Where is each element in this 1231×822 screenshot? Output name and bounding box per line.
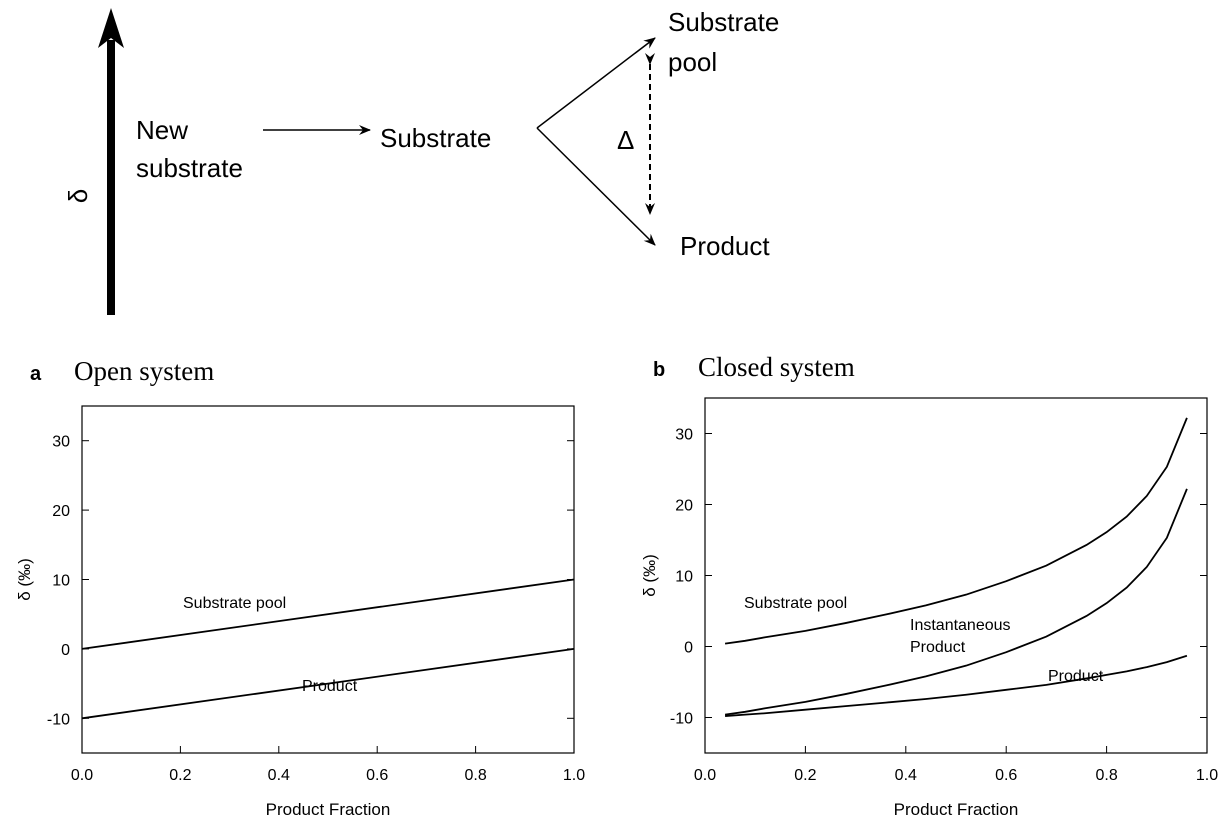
x-tick-label: 0.2 <box>794 767 816 784</box>
series-line <box>724 488 1188 716</box>
y-axis-label: δ (‰) <box>15 558 34 601</box>
y-tick-label: 0 <box>684 640 693 657</box>
annotation: Instantaneous <box>910 617 1011 634</box>
annotation: Substrate pool <box>183 595 286 612</box>
chart-title: Closed system <box>698 352 855 382</box>
node-label: New <box>136 115 188 145</box>
panel-label: b <box>653 359 665 381</box>
y-axis-label: δ (‰) <box>640 554 659 597</box>
series-line <box>724 417 1188 645</box>
x-tick-label: 0.6 <box>995 767 1017 784</box>
arrow <box>536 127 656 246</box>
charts: a Open system Product Fraction δ (‰) 0.0 0.2 0… <box>15 352 1218 819</box>
x-tick-label: 0.8 <box>464 767 486 784</box>
series-line <box>725 654 1188 717</box>
x-tick-label: 1.0 <box>1196 767 1218 784</box>
arrow-head <box>98 8 124 48</box>
x-tick-label: 0.2 <box>169 767 191 784</box>
node-label: substrate <box>136 153 243 183</box>
y-tick-label: -10 <box>47 711 70 728</box>
node-label: Substrate <box>380 123 491 153</box>
y-tick-label: -10 <box>670 711 693 728</box>
node-label: pool <box>668 47 717 77</box>
diagram: δ New substrate Substrate Substrate pool… <box>63 7 779 315</box>
y-tick-label: 10 <box>675 569 693 586</box>
x-tick-label: 0.8 <box>1095 767 1117 784</box>
plot-frame <box>81 405 575 754</box>
annotation: Product <box>910 639 966 656</box>
y-tick-label: 20 <box>675 498 693 515</box>
axis-label: δ <box>63 189 93 203</box>
x-tick-label: 0.4 <box>268 767 290 784</box>
annotation: Substrate pool <box>744 595 847 612</box>
chart-title: Open system <box>74 356 214 386</box>
annotation: Product <box>1048 668 1104 685</box>
node-label: Product <box>680 231 770 261</box>
y-tick-label: 20 <box>52 503 70 520</box>
delta-label: Δ <box>617 125 634 155</box>
x-axis-label: Product Fraction <box>266 800 391 819</box>
arrow <box>536 37 656 129</box>
x-tick-label: 0.4 <box>895 767 917 784</box>
x-tick-label: 0.6 <box>366 767 388 784</box>
x-tick-label: 0.0 <box>71 767 93 784</box>
y-tick-label: 10 <box>52 573 70 590</box>
x-tick-label: 0.0 <box>694 767 716 784</box>
annotation: Product <box>302 678 358 695</box>
y-tick-label: 0 <box>61 642 70 659</box>
plot-frame <box>704 397 1208 754</box>
x-tick-label: 1.0 <box>563 767 585 784</box>
x-axis-label: Product Fraction <box>894 800 1019 819</box>
y-tick-label: 30 <box>52 434 70 451</box>
series-line <box>81 648 575 720</box>
panel-label: a <box>30 363 42 385</box>
node-label: Substrate <box>668 7 779 37</box>
series-line <box>81 578 575 650</box>
y-tick-label: 30 <box>675 427 693 444</box>
